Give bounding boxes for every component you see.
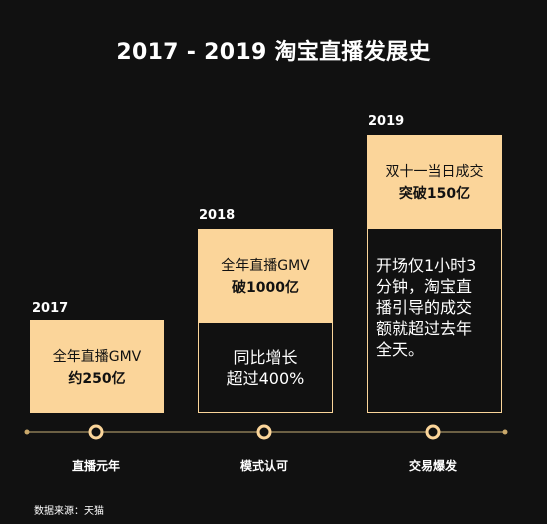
metric-label: 双十一当日成交 [385, 163, 484, 180]
metric-value: 破1000亿 [232, 279, 299, 296]
year-label-2019: 2019 [368, 114, 405, 129]
milestone-card-2018: 全年直播GMV 破1000亿 [198, 229, 333, 322]
metric-label: 全年直播GMV [221, 257, 310, 274]
data-source-note: 数据来源：天猫 [34, 506, 104, 517]
metric-value: 约250亿 [68, 370, 126, 387]
description-line: 全天。 [376, 340, 425, 359]
description-line: 播引导的成交 [376, 298, 473, 317]
description-line: 同比增长 [233, 347, 298, 367]
timeline-end-dot [24, 429, 30, 435]
stage-label-2017: 直播元年 [71, 459, 120, 473]
description-line: 额就超过去年 [376, 319, 473, 338]
metric-label: 全年直播GMV [52, 348, 142, 365]
metric-value: 突破150亿 [398, 185, 471, 202]
description-line: 开场仅1小时3 [376, 256, 477, 275]
timeline-node-2017 [88, 424, 104, 440]
milestone-description-2019: 开场仅1小时3 分钟，淘宝直 播引导的成交 额就超过去年 全天。 [367, 228, 502, 413]
year-label-2017: 2017 [32, 301, 69, 316]
milestone-card-2017: 全年直播GMV 约250亿 [30, 320, 164, 413]
stage-label-2019: 交易爆发 [408, 459, 457, 473]
milestone-description-2018: 同比增长 超过400% [198, 322, 333, 413]
timeline-end-dot [502, 429, 508, 435]
page-title: 2017 - 2019 淘宝直播发展史 [116, 40, 431, 65]
description-line: 超过400% [226, 368, 305, 388]
milestone-card-2019: 双十一当日成交 突破150亿 [367, 135, 502, 228]
timeline-node-2019 [425, 424, 441, 440]
timeline-node-2018 [256, 424, 272, 440]
stage-label-2018: 模式认可 [239, 459, 288, 473]
timeline [24, 424, 508, 440]
description-line: 分钟，淘宝直 [376, 277, 473, 296]
year-label-2018: 2018 [199, 208, 236, 223]
